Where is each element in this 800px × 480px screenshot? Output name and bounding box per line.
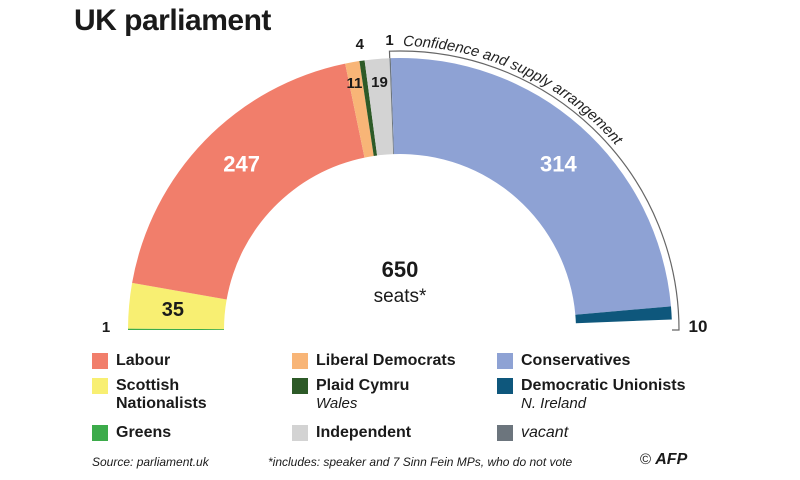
segment-greens xyxy=(128,328,225,330)
legend-label: Scottish Nationalists xyxy=(116,377,207,412)
legend: Labour Liberal Democrats Conservatives Scot… xyxy=(92,352,732,448)
legend-swatch xyxy=(497,353,513,369)
total-seats: 650 xyxy=(382,257,419,282)
legend-item-vacant: vacant xyxy=(497,424,568,442)
legend-label: Liberal Democrats xyxy=(316,352,456,369)
seat-count-labour: 247 xyxy=(223,152,260,177)
legend-sublabel: N. Ireland xyxy=(521,395,587,412)
legend-label: vacant xyxy=(521,424,569,441)
seat-count-vacant: 1 xyxy=(385,32,393,49)
legend-swatch xyxy=(292,353,308,369)
annotation-bracket xyxy=(388,50,680,331)
seat-count-greens: 1 xyxy=(102,319,110,336)
segment-independent xyxy=(364,58,394,156)
legend-item-scottish-nationalists: Scottish Nationalists xyxy=(92,377,207,413)
legend-item-plaid-cymru: Plaid Cymru Wales xyxy=(292,377,409,413)
legend-swatch xyxy=(92,425,108,441)
credit-logo: AFP xyxy=(655,451,688,468)
seat-count-plaid-cymru: 4 xyxy=(356,36,365,53)
chart-title: UK parliament xyxy=(74,4,271,37)
footnote: *includes: speaker and 7 Sinn Fein MPs, … xyxy=(268,455,573,469)
legend-swatch xyxy=(92,378,108,394)
legend-item-conservatives: Conservatives xyxy=(497,352,630,370)
seat-count-liberal-democrats: 11 xyxy=(346,75,362,92)
legend-label: Plaid Cymru Wales xyxy=(316,377,410,412)
seat-count-scottish-nationalists: 35 xyxy=(162,299,184,321)
legend-swatch xyxy=(292,425,308,441)
segment-democratic-unionists xyxy=(575,306,672,324)
legend-item-democratic-unionists: Democratic Unionists N. Ireland xyxy=(497,377,685,413)
legend-label: Democratic Unionists N. Ireland xyxy=(521,377,686,412)
legend-item-liberal-democrats: Liberal Democrats xyxy=(292,352,456,370)
segment-liberal-democrats xyxy=(345,61,374,158)
seat-count-conservatives: 314 xyxy=(540,152,577,177)
segment-conservatives xyxy=(390,57,671,315)
segment-vacant xyxy=(389,58,395,155)
legend-swatch xyxy=(292,378,308,394)
legend-label: Greens xyxy=(116,424,172,441)
seat-count-independent: 19 xyxy=(371,74,388,91)
legend-label: Labour xyxy=(116,352,171,369)
segment-scottish-nationalists xyxy=(128,282,227,330)
credit: © AFP xyxy=(640,451,687,469)
segment-plaid-cymru xyxy=(359,60,378,156)
legend-swatch xyxy=(497,425,513,441)
legend-label: Independent xyxy=(316,424,412,441)
legend-label: Conservatives xyxy=(521,352,631,369)
seat-count-democratic-unionists: 10 xyxy=(689,317,708,336)
copyright-symbol: © xyxy=(640,451,652,468)
legend-swatch xyxy=(497,378,513,394)
legend-item-independent: Independent xyxy=(292,424,411,442)
legend-sublabel: Wales xyxy=(316,395,358,412)
total-seats-label: seats* xyxy=(374,286,427,307)
legend-swatch xyxy=(92,353,108,369)
segment-labour xyxy=(132,63,365,300)
legend-item-labour: Labour xyxy=(92,352,170,370)
legend-item-greens: Greens xyxy=(92,424,171,442)
source-note: Source: parliament.uk xyxy=(92,455,209,469)
